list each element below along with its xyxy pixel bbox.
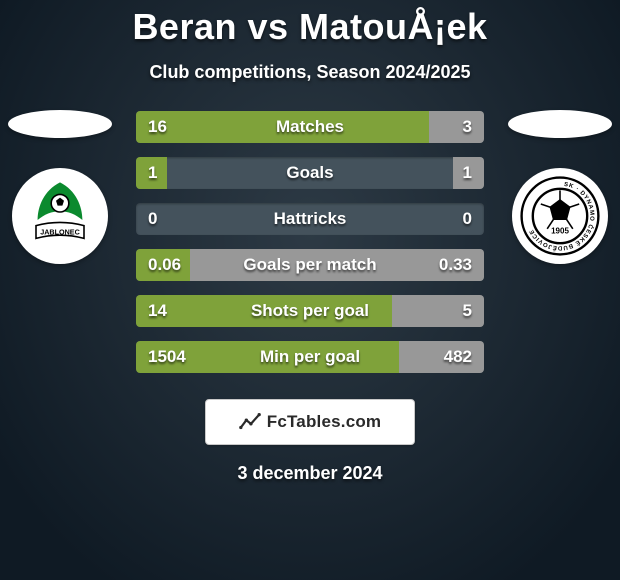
stat-value-left: 16 [148,111,167,143]
stat-row: Min per goal1504 482 [136,341,484,373]
stat-label: Goals [136,157,484,189]
stat-value-left: 1504 [148,341,186,373]
dynamo-cb-crest-icon: SK · DYNAMO ČESKÉ BUDĚJOVICE 1905 [520,176,600,256]
crest-right-year: 1905 [551,227,569,236]
stat-value-right: 0.33 [439,249,472,281]
stat-label: Goals per match [136,249,484,281]
stat-value-left: 0 [148,203,157,235]
source-badge[interactable]: FcTables.com [205,399,415,445]
stat-row: Shots per goal14 5 [136,295,484,327]
stat-value-right: 1 [463,157,472,189]
team-right-crest: SK · DYNAMO ČESKÉ BUDĚJOVICE 1905 [512,168,608,264]
stat-label: Min per goal [136,341,484,373]
stat-row: Goals1 1 [136,157,484,189]
comparison-card: Beran vs MatouÅ¡ek Club competitions, Se… [0,0,620,580]
stat-value-right: 3 [463,111,472,143]
date-label: 3 december 2024 [0,463,620,484]
team-left-crest: JABLONEC [12,168,108,264]
stat-value-left: 14 [148,295,167,327]
player-photo-placeholder-right [508,110,612,138]
stat-value-right: 482 [444,341,472,373]
jablonec-crest-icon: JABLONEC [20,176,100,256]
stat-value-right: 0 [463,203,472,235]
stat-value-right: 5 [463,295,472,327]
subtitle: Club competitions, Season 2024/2025 [0,62,620,83]
crest-left-label: JABLONEC [40,227,80,236]
stat-label: Shots per goal [136,295,484,327]
source-badge-label: FcTables.com [267,412,382,432]
stat-value-left: 1 [148,157,157,189]
team-left-column: JABLONEC [0,110,120,264]
player-photo-placeholder-left [8,110,112,138]
stat-row: Goals per match0.06 0.33 [136,249,484,281]
stat-label: Matches [136,111,484,143]
stats-icon [239,411,261,433]
team-right-column: SK · DYNAMO ČESKÉ BUDĚJOVICE 1905 [500,110,620,264]
stat-row: Matches16 3 [136,111,484,143]
page-title: Beran vs MatouÅ¡ek [0,0,620,48]
stat-label: Hattricks [136,203,484,235]
stat-row: Hattricks0 0 [136,203,484,235]
stat-value-left: 0.06 [148,249,181,281]
